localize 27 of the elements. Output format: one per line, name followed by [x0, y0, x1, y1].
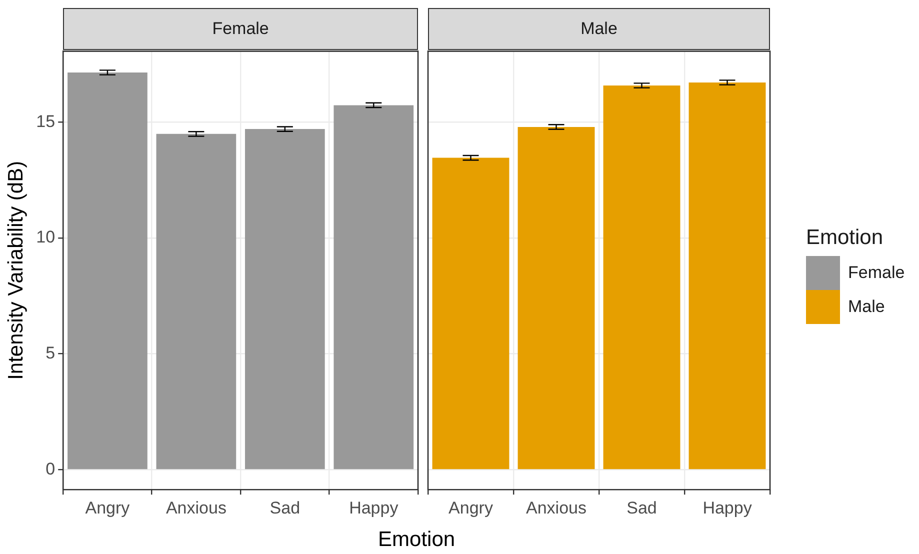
x-tick-label: Angry — [85, 498, 130, 518]
bar — [244, 129, 325, 470]
bar — [603, 85, 680, 470]
y-tick-label: 15 — [36, 112, 56, 131]
y-tick-label: 5 — [46, 344, 56, 363]
bar — [68, 72, 148, 470]
x-tick-label: Anxious — [526, 498, 586, 518]
bar — [688, 82, 766, 470]
x-tick-label: Angry — [448, 498, 494, 518]
x-tick-label: Anxious — [166, 498, 226, 518]
x-tick-label: Sad — [626, 498, 657, 518]
legend-label: Male — [848, 297, 885, 317]
y-axis-title: Intensity Variability (dB) — [4, 160, 28, 380]
chart-title: Male — [428, 8, 770, 50]
x-tick-label: Happy — [349, 498, 399, 518]
x-axis-title: Emotion — [377, 528, 456, 552]
bar — [156, 134, 236, 470]
legend-title: Emotion — [806, 226, 884, 250]
x-tick-label: Happy — [702, 498, 752, 518]
y-tick-label: 10 — [36, 228, 56, 247]
y-tick-label: 0 — [46, 459, 56, 478]
legend-label: Female — [848, 263, 905, 283]
bar — [334, 105, 414, 470]
bar — [518, 126, 595, 470]
x-tick-label: Sad — [270, 498, 300, 518]
chart-title: Female — [63, 8, 418, 50]
bar — [432, 158, 510, 470]
